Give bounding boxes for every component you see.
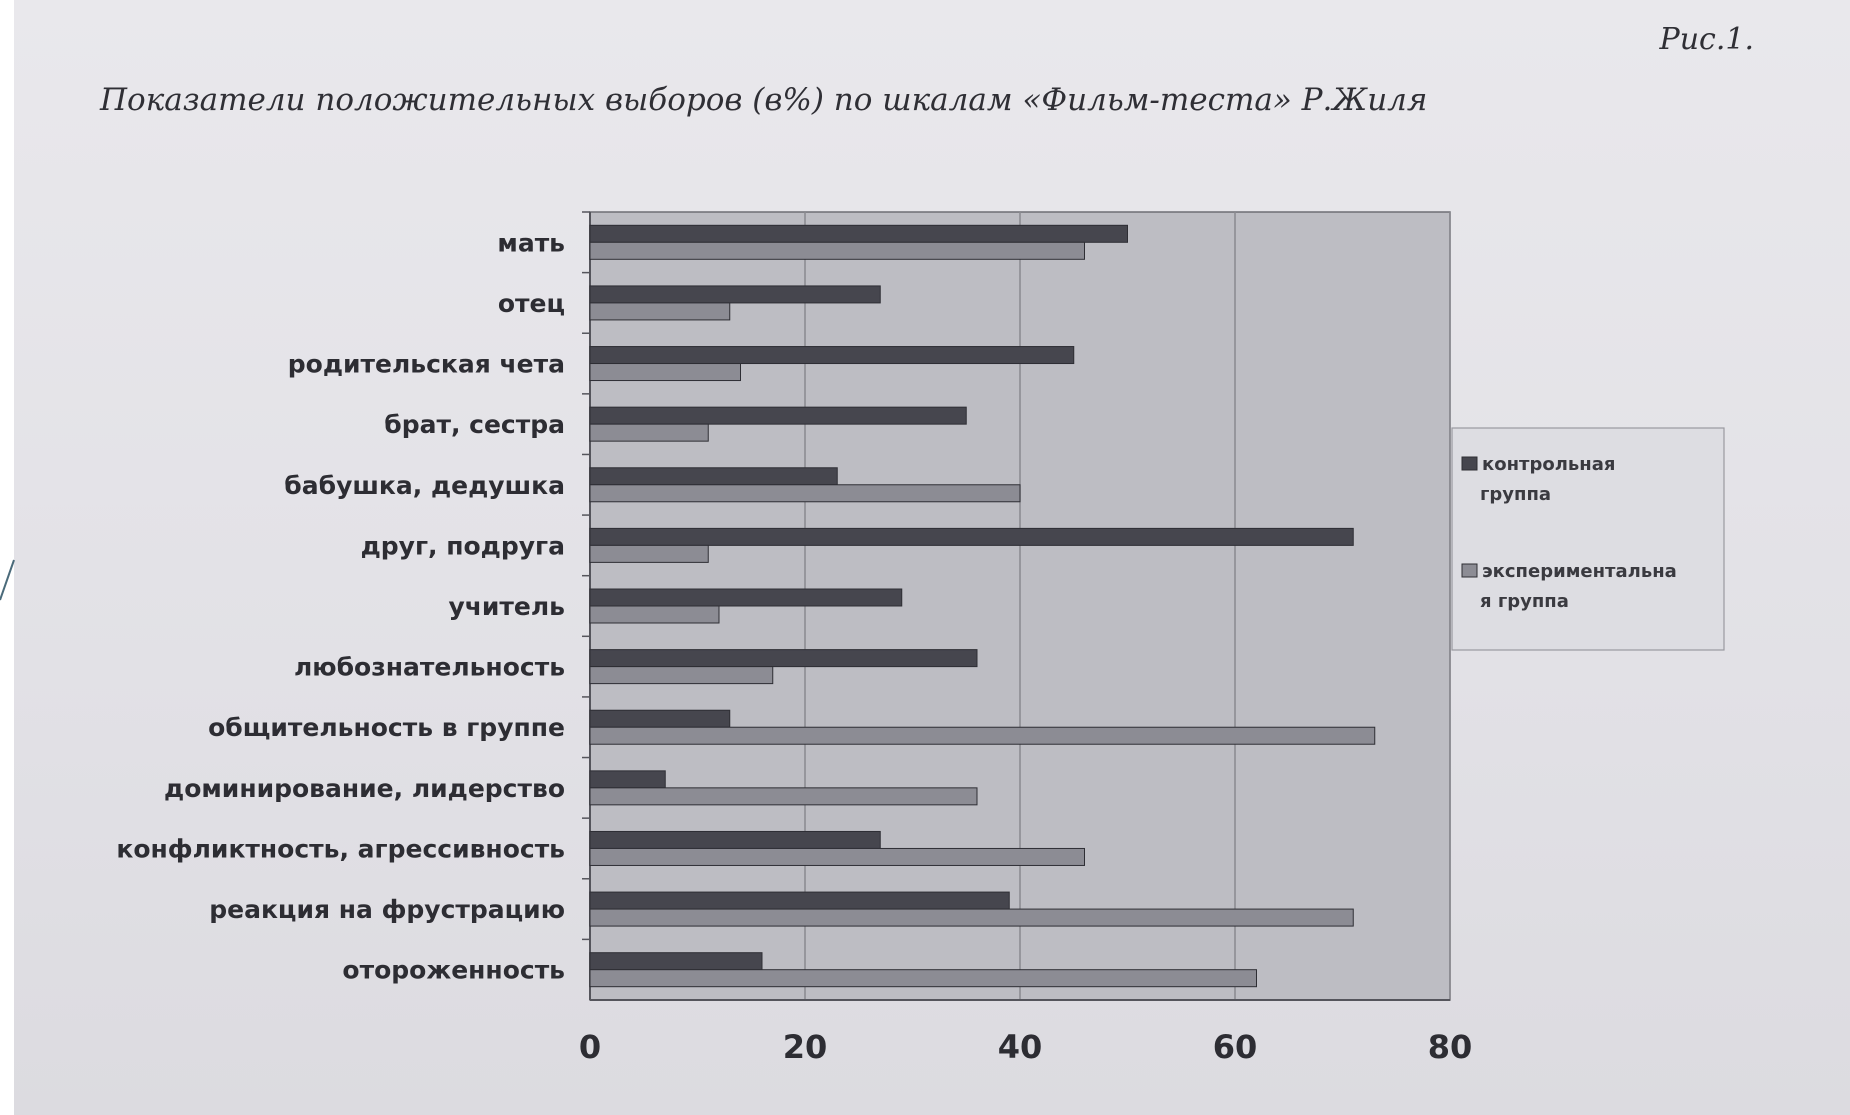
bar-control-12 bbox=[589, 952, 763, 971]
bar-experimental-9 bbox=[589, 787, 978, 806]
bar-experimental-8 bbox=[589, 726, 1376, 745]
bar-experimental-1 bbox=[589, 302, 731, 321]
x-tick-label: 60 bbox=[1213, 1028, 1258, 1066]
legend-label: контрольная bbox=[1482, 454, 1615, 475]
bar-experimental-4 bbox=[589, 484, 1021, 503]
category-label: брат, сестра bbox=[384, 410, 565, 439]
legend-label: я группа bbox=[1480, 591, 1569, 612]
bar-control-10 bbox=[589, 830, 881, 849]
category-label: мать bbox=[497, 228, 565, 257]
legend-label: экспериментальна bbox=[1482, 561, 1677, 582]
bar-control-0 bbox=[589, 224, 1128, 243]
category-label: учитель bbox=[448, 592, 565, 621]
category-label: любознательность bbox=[294, 653, 565, 682]
legend-box bbox=[1451, 427, 1725, 651]
bar-control-1 bbox=[589, 285, 881, 304]
figure-title: Показатели положительных выборов (в%) по… bbox=[100, 82, 1428, 118]
figure-number: Рис.1. bbox=[1659, 22, 1754, 57]
bar-control-4 bbox=[589, 467, 838, 486]
bar-experimental-2 bbox=[589, 363, 741, 382]
bar-experimental-5 bbox=[589, 544, 709, 563]
bar-control-7 bbox=[589, 649, 978, 668]
bar-control-11 bbox=[589, 891, 1010, 910]
bar-experimental-12 bbox=[589, 969, 1257, 988]
category-label: бабушка, дедушка bbox=[284, 471, 565, 500]
bar-experimental-3 bbox=[589, 423, 709, 442]
bar-experimental-0 bbox=[589, 241, 1085, 260]
category-label: отец bbox=[498, 289, 565, 318]
bar-experimental-7 bbox=[589, 666, 774, 685]
bar-control-2 bbox=[589, 346, 1075, 365]
x-tick-label: 80 bbox=[1428, 1028, 1473, 1066]
category-label: родительская чета bbox=[288, 350, 565, 379]
decorative-line bbox=[0, 559, 15, 601]
x-tick-label: 40 bbox=[998, 1028, 1043, 1066]
bar-control-6 bbox=[589, 588, 903, 607]
category-label: общительность в группе bbox=[208, 713, 565, 742]
bar-control-5 bbox=[589, 527, 1354, 546]
legend-swatch-0 bbox=[1461, 456, 1478, 471]
bar-experimental-6 bbox=[589, 605, 720, 624]
category-label: друг, подруга bbox=[361, 531, 565, 560]
category-label: отороженность bbox=[342, 956, 565, 985]
category-label: реакция на фрустрацию bbox=[209, 895, 565, 924]
page-edge bbox=[0, 0, 14, 1115]
bar-control-9 bbox=[589, 770, 666, 789]
legend-label: группа bbox=[1480, 484, 1551, 505]
x-tick-label: 0 bbox=[579, 1028, 601, 1066]
bar-experimental-11 bbox=[589, 908, 1354, 927]
x-tick-label: 20 bbox=[783, 1028, 828, 1066]
legend-swatch-1 bbox=[1461, 563, 1478, 578]
bar-control-3 bbox=[589, 406, 967, 425]
category-label: конфликтность, агрессивность bbox=[116, 834, 565, 863]
bar-experimental-10 bbox=[589, 847, 1085, 866]
bar-control-8 bbox=[589, 709, 731, 728]
category-label: доминирование, лидерство bbox=[164, 774, 565, 803]
